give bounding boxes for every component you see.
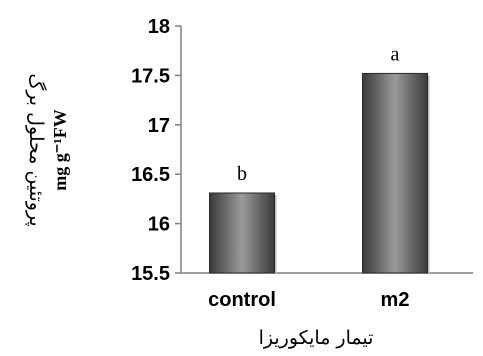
y-tick-label: 15.5 bbox=[131, 263, 170, 285]
y-axis-title-group: پروتئین محلول برگ mg g⁻¹FW bbox=[25, 73, 70, 226]
y-tick-label: 18 bbox=[148, 16, 170, 38]
y-tick-label: 16 bbox=[148, 214, 170, 236]
y-tick-label: 17 bbox=[148, 115, 170, 137]
x-axis-title: تیمار مایکوریزا bbox=[259, 327, 374, 349]
bar-m2 bbox=[362, 72, 428, 274]
data-labels: ba bbox=[237, 43, 400, 185]
data-label: b bbox=[237, 163, 247, 185]
x-tick-label: m2 bbox=[381, 289, 410, 311]
x-tick-label: control bbox=[208, 289, 276, 311]
y-tick-label: 16.5 bbox=[131, 164, 170, 186]
y-axis-unit: mg g⁻¹FW bbox=[50, 109, 70, 190]
category-labels: control m2 bbox=[208, 289, 409, 311]
bar-control bbox=[209, 192, 275, 274]
y-axis-title: پروتئین محلول برگ bbox=[25, 73, 47, 226]
y-tick-label: 17.5 bbox=[131, 65, 170, 87]
bar-series bbox=[209, 72, 430, 274]
data-label: a bbox=[391, 43, 400, 65]
y-axis: 15.5 16 16.5 17 17.5 18 bbox=[131, 16, 182, 285]
